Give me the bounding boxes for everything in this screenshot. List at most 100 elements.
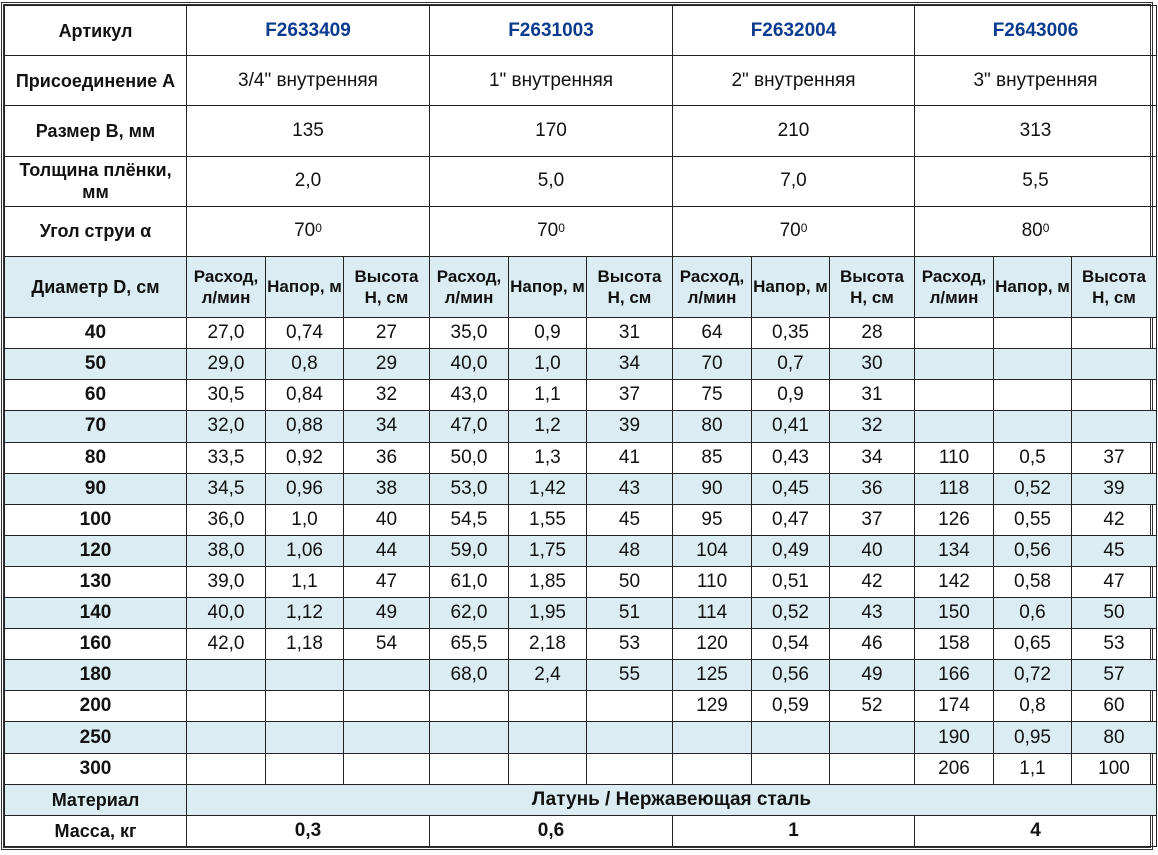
data-cell: 45 (586, 503, 673, 536)
data-cell: 0,65 (993, 628, 1072, 661)
data-cell: 0,59 (751, 690, 830, 723)
table-row: 300 206 1,1 100 (4, 752, 1157, 785)
row-label: Угол струи α (4, 205, 187, 257)
data-cell: 30 (829, 348, 915, 381)
data-cell (343, 690, 430, 723)
data-cell: 40,0 (429, 348, 509, 381)
data-cell: 48 (586, 534, 673, 567)
data-cell: 1,12 (265, 597, 344, 630)
data-cell: 32,0 (186, 410, 266, 443)
data-cell: 55 (586, 659, 673, 692)
article-row: Артикул F2633409 F2631003 F2632004 F2643006 (4, 4, 1157, 57)
data-cell (429, 721, 509, 754)
height-header: Высота Н, см (1071, 255, 1157, 319)
diameter-cell: 300 (4, 752, 187, 785)
data-cell (265, 721, 344, 754)
data-cell: 134 (914, 534, 994, 567)
diameter-cell: 180 (4, 659, 187, 692)
data-cell: 29 (343, 348, 430, 381)
data-cell: 174 (914, 690, 994, 723)
data-cell (751, 721, 830, 754)
material-value: Латунь / Нержавеющая сталь (186, 783, 1157, 816)
connection-value: 1" внутренняя (429, 55, 673, 107)
diameter-cell: 90 (4, 472, 187, 505)
data-cell: 2,18 (508, 628, 587, 661)
data-cell (343, 752, 430, 785)
row-label: Материал (4, 783, 187, 816)
data-cell: 104 (672, 534, 752, 567)
table-row: 250 190 0,95 80 (4, 721, 1157, 754)
pressure-header: Напор, м (751, 255, 830, 319)
data-cell: 30,5 (186, 379, 266, 412)
data-cell: 0,5 (993, 441, 1072, 474)
height-header: Высота Н, см (586, 255, 673, 319)
data-cell: 110 (672, 565, 752, 599)
data-cell: 40,0 (186, 597, 266, 630)
diameter-cell: 120 (4, 534, 187, 567)
data-cell: 70 (672, 348, 752, 381)
connection-row: Присоединение А 3/4" внутренняя 1" внутрен… (4, 55, 1157, 107)
diameter-cell: 160 (4, 628, 187, 661)
height-header: Высота Н, см (829, 255, 915, 319)
size-row: Размер В, мм 135 170 210 313 (4, 105, 1157, 157)
data-cell (429, 752, 509, 785)
table-row: 60 30,5 0,84 32 43,0 1,1 37 75 0,9 31 (4, 379, 1157, 412)
diameter-cell: 250 (4, 721, 187, 754)
data-cell (186, 721, 266, 754)
data-cell: 37 (829, 503, 915, 536)
diameter-cell: 50 (4, 348, 187, 381)
data-cell: 95 (672, 503, 752, 536)
data-cell: 42,0 (186, 628, 266, 661)
data-cell: 1,75 (508, 534, 587, 567)
data-cell: 42 (829, 565, 915, 599)
film-value: 2,0 (186, 155, 430, 207)
data-cell: 49 (343, 597, 430, 630)
data-cell: 37 (1071, 441, 1157, 474)
data-cell: 85 (672, 441, 752, 474)
data-cell (672, 752, 752, 785)
data-cell: 36 (343, 441, 430, 474)
data-cell (586, 721, 673, 754)
data-cell: 34 (829, 441, 915, 474)
data-cell (343, 659, 430, 692)
angle-value: 700 (186, 205, 430, 257)
data-cell: 150 (914, 597, 994, 630)
data-cell: 46 (829, 628, 915, 661)
data-cell (186, 659, 266, 692)
pressure-header: Напор, м (993, 255, 1072, 319)
angle-value-text: 80 (1021, 220, 1043, 242)
data-cell: 129 (672, 690, 752, 723)
data-cell: 0,8 (993, 690, 1072, 723)
data-cell: 0,51 (751, 565, 830, 599)
data-cell: 50 (1071, 597, 1157, 630)
row-label: Артикул (4, 4, 187, 57)
flow-header: Расход, л/мин (914, 255, 994, 319)
data-cell: 0,6 (993, 597, 1072, 630)
data-cell: 34 (586, 348, 673, 381)
data-cell: 1,1 (993, 752, 1072, 785)
data-cell: 1,85 (508, 565, 587, 599)
diameter-cell: 100 (4, 503, 187, 536)
data-cell: 47 (1071, 565, 1157, 599)
data-cell: 0,52 (751, 597, 830, 630)
data-cell: 118 (914, 472, 994, 505)
data-cell: 1,1 (265, 565, 344, 599)
data-cell: 27,0 (186, 317, 266, 350)
data-cell: 1,0 (265, 503, 344, 536)
diameter-cell: 70 (4, 410, 187, 443)
data-cell (186, 752, 266, 785)
data-cell: 0,96 (265, 472, 344, 505)
data-cell: 32 (829, 410, 915, 443)
mass-value: 0,6 (429, 814, 673, 848)
data-cell: 142 (914, 565, 994, 599)
data-cell: 1,3 (508, 441, 587, 474)
connection-value: 3" внутренняя (914, 55, 1157, 107)
data-cell (993, 379, 1072, 412)
data-cell: 34,5 (186, 472, 266, 505)
data-cell: 65,5 (429, 628, 509, 661)
spec-table: Артикул F2633409 F2631003 F2632004 F2643006 П… (4, 4, 1157, 848)
row-label: Масса, кг (4, 814, 187, 848)
data-cell (751, 752, 830, 785)
data-cell: 90 (672, 472, 752, 505)
data-cell: 53 (1071, 628, 1157, 661)
